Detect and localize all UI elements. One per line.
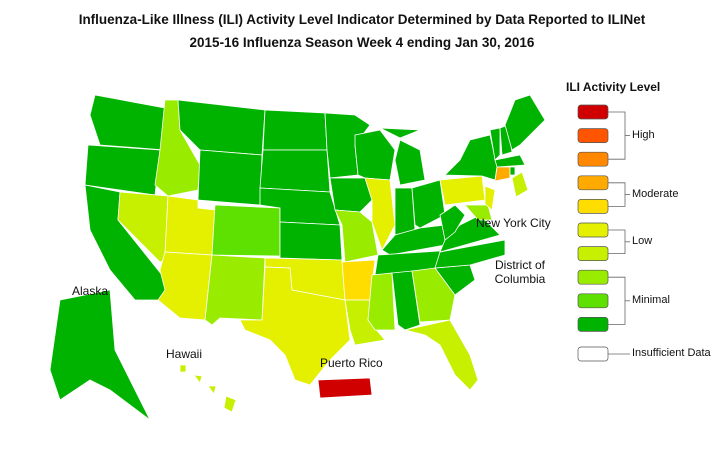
state bbox=[444, 134, 498, 181]
state bbox=[434, 239, 506, 269]
legend-label: Moderate bbox=[632, 187, 679, 200]
state bbox=[354, 129, 396, 181]
legend-swatch bbox=[577, 222, 609, 238]
state bbox=[509, 166, 516, 176]
state bbox=[394, 187, 416, 236]
state bbox=[484, 185, 496, 211]
state bbox=[411, 267, 456, 323]
state bbox=[204, 254, 266, 326]
legend-swatch bbox=[577, 246, 609, 261]
state bbox=[439, 204, 466, 241]
state bbox=[157, 251, 213, 321]
state bbox=[179, 364, 187, 373]
state bbox=[279, 221, 343, 261]
legend-bracket bbox=[608, 182, 626, 207]
legend-swatch bbox=[577, 346, 609, 362]
legend-swatch bbox=[577, 293, 609, 309]
state bbox=[504, 94, 546, 151]
state bbox=[223, 395, 237, 413]
legend-title: ILI Activity Level bbox=[566, 80, 661, 94]
legend-bracket bbox=[608, 276, 626, 325]
state bbox=[379, 127, 421, 139]
legend-swatch bbox=[577, 128, 609, 143]
map-label: Puerto Rico bbox=[320, 356, 383, 370]
map-label: Hawaii bbox=[166, 347, 203, 361]
state bbox=[507, 239, 517, 251]
state bbox=[207, 385, 217, 395]
legend-swatch bbox=[577, 199, 609, 214]
map-label: Alaska bbox=[72, 284, 109, 298]
state bbox=[439, 175, 486, 206]
state bbox=[211, 204, 281, 257]
state bbox=[511, 171, 529, 198]
state bbox=[411, 179, 446, 229]
legend-bracket bbox=[608, 111, 626, 160]
state bbox=[49, 289, 151, 421]
state bbox=[329, 177, 373, 213]
state bbox=[177, 99, 266, 156]
legend-swatch bbox=[577, 151, 609, 167]
state bbox=[89, 94, 166, 151]
state bbox=[239, 266, 351, 386]
legend-label: Low bbox=[632, 234, 653, 247]
legend-swatch bbox=[577, 269, 609, 285]
state bbox=[494, 154, 526, 168]
state bbox=[367, 272, 396, 331]
legend-swatch bbox=[577, 175, 609, 191]
state bbox=[262, 109, 328, 151]
state bbox=[494, 166, 511, 182]
state bbox=[394, 139, 426, 186]
legend-swatch bbox=[577, 317, 609, 332]
state bbox=[259, 149, 331, 193]
legend-label: Insufficient Data bbox=[632, 347, 711, 359]
state bbox=[197, 149, 263, 206]
legend-bracket bbox=[608, 229, 626, 254]
legend-label: High bbox=[632, 128, 655, 141]
legend-swatch bbox=[577, 104, 609, 120]
state bbox=[391, 270, 421, 331]
subtitle: 2015-16 Influenza Season Week 4 ending J… bbox=[189, 35, 535, 50]
state bbox=[164, 195, 216, 256]
state bbox=[193, 374, 203, 384]
legend-label: Minimal bbox=[632, 293, 670, 306]
state bbox=[464, 204, 493, 221]
title: Influenza-Like Illness (ILI) Activity Le… bbox=[78, 12, 646, 27]
state bbox=[404, 319, 479, 391]
state bbox=[317, 377, 373, 399]
state bbox=[489, 127, 501, 161]
map-label: District of Columbia bbox=[494, 258, 546, 286]
map-label: New York City bbox=[476, 216, 551, 230]
